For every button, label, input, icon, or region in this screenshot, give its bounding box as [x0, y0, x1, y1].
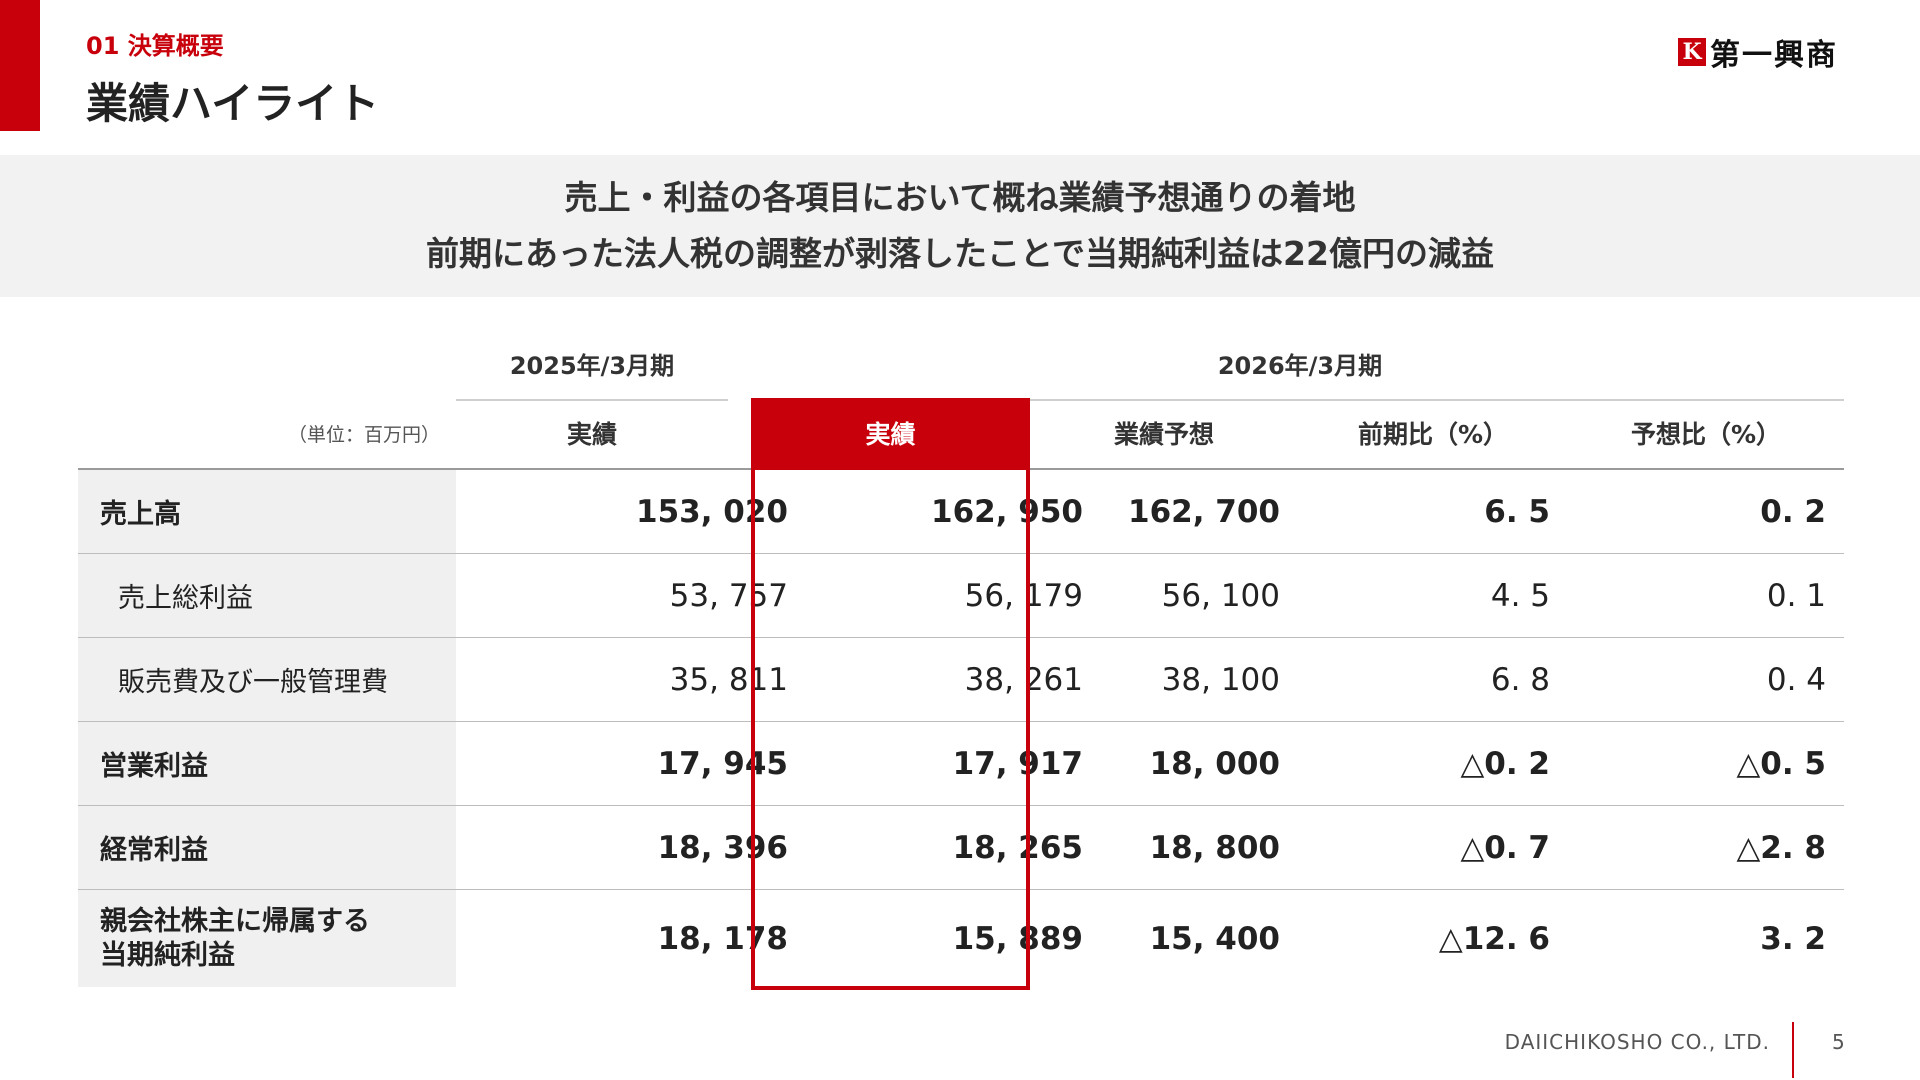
page-number: 5 — [1832, 1030, 1845, 1054]
cell-curr-actual: 162, 950 — [931, 493, 1083, 530]
cell-prev-actual: 153, 020 — [636, 493, 788, 530]
cell-curr-actual: 38, 261 — [964, 661, 1083, 698]
cell-curr-actual: 15, 889 — [952, 920, 1083, 957]
table-row-ordinary-profit: 経常利益 18, 396 18, 265 18, 800 △0. 7 △2. 8 — [78, 806, 1844, 889]
cell-vs-forecast: △2. 8 — [1736, 829, 1826, 866]
page-title: 業績ハイライト — [86, 79, 380, 128]
cell-yoy: 4. 5 — [1490, 577, 1550, 614]
col-header-curr-actual: 実績 — [751, 398, 1030, 468]
cell-vs-forecast: 3. 2 — [1760, 920, 1826, 957]
cell-prev-actual: 17, 945 — [657, 745, 788, 782]
table-row-gross-profit: 売上総利益 53, 757 56, 179 56, 100 4. 5 0. 1 — [78, 554, 1844, 637]
unit-label: （単位：百万円） — [287, 423, 440, 446]
footer-divider — [1792, 1022, 1794, 1078]
cell-yoy: △12. 6 — [1438, 920, 1550, 957]
fiscal-year-curr-rule — [1030, 399, 1844, 401]
cell-forecast: 15, 400 — [1149, 920, 1280, 957]
cell-yoy: △0. 2 — [1460, 745, 1550, 782]
accent-bar — [0, 0, 40, 131]
table-row-net-sales: 売上高 153, 020 162, 950 162, 700 6. 5 0. 2 — [78, 470, 1844, 553]
section-label: 01 決算概要 — [86, 32, 224, 60]
table-row-net-income: 親会社株主に帰属する 当期純利益 18, 178 15, 889 15, 400… — [78, 890, 1844, 987]
fiscal-year-prev: 2025年/3月期 — [509, 352, 675, 380]
row-label: 売上高 — [78, 470, 456, 553]
table-row-operating-profit: 営業利益 17, 945 17, 917 18, 000 △0. 2 △0. 5 — [78, 722, 1844, 805]
row-rule — [78, 805, 1844, 806]
col-header-yoy: 前期比（%） — [1357, 420, 1509, 449]
logo-text: 第一興商 — [1710, 38, 1838, 73]
row-label: 親会社株主に帰属する 当期純利益 — [78, 890, 456, 987]
row-label-line-1: 親会社株主に帰属する — [100, 905, 370, 937]
summary-line-2: 前期にあった法人税の調整が剥落したことで当期純利益は22億円の減益 — [426, 234, 1494, 273]
logo-mark-icon: K — [1678, 38, 1706, 66]
row-label: 営業利益 — [78, 722, 456, 805]
fiscal-year-prev-rule — [456, 399, 728, 401]
cell-prev-actual: 18, 396 — [657, 829, 788, 866]
summary-band: 売上・利益の各項目において概ね業績予想通りの着地 前期にあった法人税の調整が剥落… — [0, 155, 1920, 297]
cell-curr-actual: 18, 265 — [952, 829, 1083, 866]
cell-prev-actual: 18, 178 — [657, 920, 788, 957]
cell-forecast: 162, 700 — [1128, 493, 1280, 530]
cell-yoy: 6. 8 — [1490, 661, 1550, 698]
row-label: 売上総利益 — [78, 554, 456, 637]
current-actual-highlight-box — [751, 466, 1030, 990]
footer-company: DAIICHIKOSHO CO., LTD. — [1504, 1030, 1770, 1054]
summary-line-1: 売上・利益の各項目において概ね業績予想通りの着地 — [564, 178, 1356, 217]
row-rule — [78, 637, 1844, 638]
cell-forecast: 18, 000 — [1149, 745, 1280, 782]
cell-vs-forecast: 0. 2 — [1760, 493, 1826, 530]
cell-vs-forecast: 0. 1 — [1766, 577, 1826, 614]
cell-yoy: 6. 5 — [1484, 493, 1550, 530]
cell-prev-actual: 35, 811 — [669, 661, 788, 698]
cell-forecast: 18, 800 — [1149, 829, 1280, 866]
cell-yoy: △0. 7 — [1460, 829, 1550, 866]
cell-forecast: 38, 100 — [1161, 661, 1280, 698]
fiscal-year-curr: 2026年/3月期 — [1217, 352, 1383, 380]
row-label: 経常利益 — [78, 806, 456, 889]
row-rule — [78, 889, 1844, 890]
row-label: 販売費及び一般管理費 — [78, 638, 456, 721]
row-rule — [78, 553, 1844, 554]
col-header-prev-actual: 実績 — [566, 420, 617, 449]
cell-vs-forecast: △0. 5 — [1736, 745, 1826, 782]
row-label-line-2: 当期純利益 — [100, 939, 235, 971]
col-header-vs-forecast: 予想比（%） — [1630, 420, 1782, 449]
row-rule — [78, 721, 1844, 722]
cell-forecast: 56, 100 — [1161, 577, 1280, 614]
cell-curr-actual: 56, 179 — [964, 577, 1083, 614]
table-row-sga: 販売費及び一般管理費 35, 811 38, 261 38, 100 6. 8 … — [78, 638, 1844, 721]
col-header-forecast: 業績予想 — [1113, 420, 1214, 449]
company-logo: K 第一興商 — [1678, 30, 1838, 74]
cell-curr-actual: 17, 917 — [952, 745, 1083, 782]
cell-vs-forecast: 0. 4 — [1766, 661, 1826, 698]
cell-prev-actual: 53, 757 — [669, 577, 788, 614]
